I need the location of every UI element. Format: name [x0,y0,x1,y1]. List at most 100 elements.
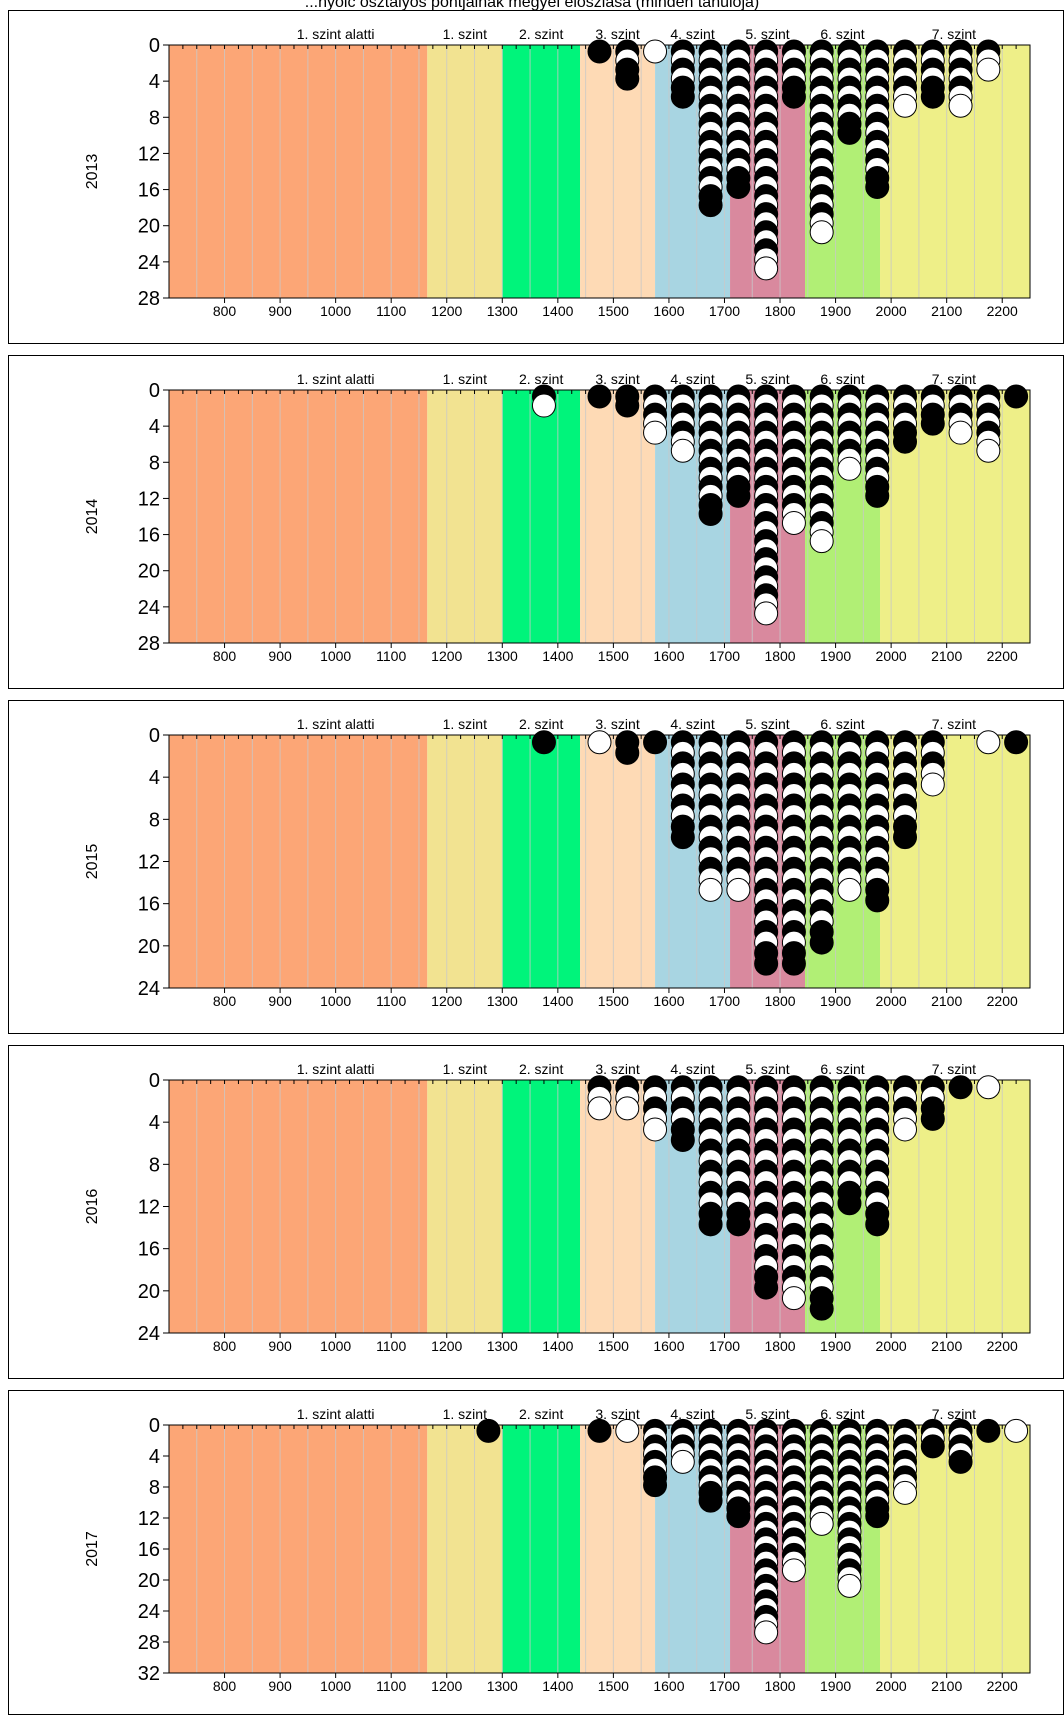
data-dot [643,39,668,64]
y-tick-label: 8 [149,107,160,129]
data-dot [670,84,695,109]
level-band [427,735,503,988]
level-band [580,735,656,988]
level-label: 1. szint [443,1406,487,1422]
data-dot [893,429,918,454]
y-tick-label: 24 [138,1323,160,1345]
chart-svg-2014: 1. szint alatti 1. szint 2. szint 3. szint 4… [84,371,1031,664]
dot-column [587,730,612,755]
data-dot [615,66,640,91]
dot-column [976,39,1001,82]
dot-column [893,39,918,118]
data-dot [754,256,779,281]
data-dot [531,730,556,755]
level-band [427,1425,503,1673]
level-label: 4. szint [670,716,714,732]
x-tick-label: 1700 [709,1678,740,1694]
x-tick-label: 2200 [987,648,1018,664]
data-dot [754,1620,779,1645]
dot-column [726,1418,751,1529]
y-tick-label: 32 [138,1663,160,1685]
level-band [169,390,428,643]
data-dot [865,175,890,200]
data-dot [976,1418,1001,1443]
dot-column [726,730,751,902]
data-dot [587,730,612,755]
y-tick-label: 16 [138,1239,160,1261]
x-tick-label: 1300 [487,1678,518,1694]
data-dot [976,730,1001,755]
data-dot [643,1117,668,1142]
dot-column [754,1075,779,1300]
y-tick-label: 28 [138,288,160,310]
dot-column [837,730,862,902]
y-tick-label: 0 [149,725,160,747]
x-tick-label: 1100 [376,1678,406,1694]
dot-column [670,1418,695,1474]
level-label: 2. szint [519,1406,563,1422]
data-dot [670,825,695,850]
level-label: 6. szint [820,1406,864,1422]
dot-column [893,1075,918,1142]
dot-column [726,1075,751,1237]
dot-column [698,1075,723,1237]
y-tick-label: 12 [138,1508,160,1530]
x-tick-label: 900 [268,1678,292,1694]
level-label: 1. szint alatti [297,26,375,42]
data-dot [587,39,612,64]
data-dot [531,393,556,418]
level-label: 3. szint [595,716,639,732]
level-label: 1. szint [443,716,487,732]
level-label: 7. szint [932,716,976,732]
dot-column [670,1075,695,1152]
x-tick-label: 2000 [876,993,907,1009]
x-tick-label: 1900 [820,1678,851,1694]
x-tick-label: 1100 [376,993,406,1009]
data-dot [865,483,890,508]
x-tick-label: 1000 [320,1338,351,1354]
dot-column [615,39,640,91]
dot-column [726,384,751,508]
x-tick-label: 1000 [320,1678,351,1694]
level-band [580,1425,656,1673]
dot-column [948,384,973,445]
dot-column [920,384,945,436]
dot-column [587,39,612,64]
level-label: 1. szint alatti [297,371,375,387]
y-tick-label: 12 [138,1197,160,1219]
dot-column [837,384,862,481]
dot-column [865,1075,890,1237]
x-tick-label: 2000 [876,1678,907,1694]
chart-panel-2013: 1. szint alatti 1. szint 2. szint 3. szint 4… [8,10,1064,344]
x-tick-label: 1900 [820,1338,851,1354]
x-tick-label: 1100 [376,1338,406,1354]
dot-column [643,384,668,445]
level-label: 2. szint [519,371,563,387]
level-label: 6. szint [820,371,864,387]
x-tick-label: 2200 [987,303,1018,319]
y-tick-label: 8 [149,452,160,474]
y-tick-label: 20 [138,1281,160,1303]
level-label: 4. szint [670,1406,714,1422]
level-band [502,1425,581,1673]
x-tick-label: 1600 [653,303,684,319]
dot-column [893,1418,918,1505]
level-label: 2. szint [519,716,563,732]
x-tick-label: 2200 [987,1338,1018,1354]
y-tick-label: 20 [138,1570,160,1592]
x-tick-label: 1300 [487,993,518,1009]
data-dot [1004,1418,1029,1443]
data-dot [698,501,723,526]
dot-column [754,39,779,281]
data-dot [698,193,723,218]
dot-column [1004,384,1029,409]
data-dot [754,1275,779,1300]
data-dot [976,438,1001,463]
x-tick-label: 2000 [876,1338,907,1354]
data-dot [698,877,723,902]
data-dot [615,740,640,765]
data-dot [837,877,862,902]
dot-column [531,730,556,755]
data-dot [476,1418,501,1443]
level-label: 6. szint [820,26,864,42]
